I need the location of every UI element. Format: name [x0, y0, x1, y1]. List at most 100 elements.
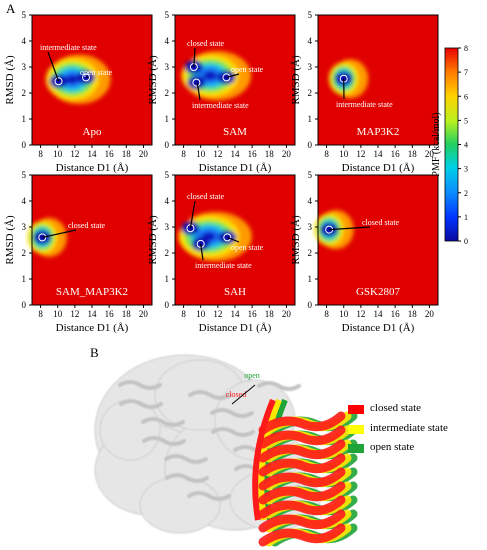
x-tick-label: 8 — [324, 149, 329, 159]
panel-title: SAH — [224, 286, 246, 298]
y-tick-label: 5 — [308, 10, 313, 20]
annotation-label: closed state — [362, 218, 400, 227]
x-tick-label: 20 — [425, 309, 435, 319]
grey-helix — [141, 417, 185, 427]
legend-open-label: open state — [370, 441, 415, 453]
annotation-label: open state — [231, 65, 264, 74]
x-tick-label: 20 — [139, 309, 149, 319]
y-tick-label: 4 — [165, 196, 170, 206]
basin-marker — [54, 77, 63, 86]
colorbar-tick-label: 2 — [464, 189, 468, 198]
x-tick-label: 10 — [339, 309, 349, 319]
colorbar-tick-label: 7 — [464, 68, 468, 77]
helix-bundle — [252, 398, 346, 547]
x-tick-label: 16 — [248, 309, 258, 319]
annotation-label: intermediate state — [192, 101, 249, 110]
x-tick-label: 14 — [231, 309, 241, 319]
x-tick-label: 8 — [181, 309, 186, 319]
pmf-panel-2: closed state open state intermediate state… — [147, 10, 296, 174]
annotation-arrow — [196, 82, 201, 101]
panel-label-a: A — [6, 1, 16, 16]
annotation-label: closed state — [68, 221, 106, 230]
y-tick-label: 1 — [308, 114, 313, 124]
helix-turn — [258, 467, 346, 491]
colorbar-tick-label: 3 — [464, 165, 468, 174]
pmf-colorbar: 0 1 2 3 4 5 6 7 8 PMF (kcal/mol) — [431, 44, 468, 246]
x-tick-label: 10 — [53, 309, 63, 319]
energy-surface — [181, 50, 251, 101]
x-tick-label: 8 — [181, 149, 186, 159]
structure-open-label: open — [244, 371, 260, 380]
panel-title: SAM_MAP3K2 — [56, 286, 128, 298]
y-tick-label: 1 — [165, 114, 170, 124]
basin-marker — [38, 233, 47, 242]
x-tick-label: 18 — [265, 149, 275, 159]
y-tick-label: 4 — [308, 36, 313, 46]
x-tick-label: 14 — [374, 309, 384, 319]
x-tick-label: 20 — [425, 149, 435, 159]
y-tick-label: 0 — [308, 300, 313, 310]
helix-turn — [258, 523, 346, 547]
legend-open-state: open state — [348, 441, 415, 453]
y-tick-label: 5 — [165, 10, 170, 20]
y-tick-label: 5 — [308, 170, 313, 180]
y-axis-label: RMSD (Å) — [147, 215, 159, 265]
x-tick-label: 14 — [88, 309, 98, 319]
helix-turn — [258, 411, 346, 435]
y-axis-label: RMSD (Å) — [4, 215, 16, 265]
x-tick-label: 8 — [38, 149, 43, 159]
y-tick-label: 4 — [308, 196, 313, 206]
annotation-label: open state — [80, 68, 113, 77]
annotation-label: closed state — [187, 39, 225, 48]
helix-turn — [258, 439, 346, 463]
x-axis-label: Distance D1 (Å) — [56, 162, 129, 174]
x-tick-label: 10 — [196, 309, 206, 319]
y-tick-label: 5 — [22, 10, 27, 20]
x-tick-label: 10 — [339, 149, 349, 159]
x-tick-label: 16 — [248, 149, 258, 159]
y-tick-label: 3 — [165, 222, 170, 232]
energy-surface — [45, 54, 111, 105]
basin-marker — [82, 73, 90, 82]
colorbar-label: PMF (kcal/mol) — [431, 112, 442, 176]
energy-basin — [187, 75, 206, 90]
y-tick-label: 0 — [22, 300, 27, 310]
y-tick-label: 4 — [22, 36, 27, 46]
x-tick-label: 12 — [213, 309, 222, 319]
grey-helix — [165, 473, 209, 483]
annotation-label: intermediate state — [195, 261, 252, 270]
grey-helix — [187, 491, 231, 501]
annotation-arrow — [189, 200, 196, 229]
basin-marker — [223, 233, 232, 242]
grey-helix — [119, 399, 163, 409]
grey-helix — [210, 408, 254, 418]
annotation-arrow — [47, 51, 60, 82]
y-tick-label: 3 — [308, 62, 313, 72]
pmf-panel-5: closed state open state intermediate state… — [147, 170, 296, 334]
grey-helix — [211, 427, 255, 437]
x-tick-label: 16 — [391, 149, 401, 159]
energy-contour — [203, 70, 217, 81]
legend-closed-swatch — [348, 405, 364, 414]
y-tick-label: 0 — [22, 140, 27, 150]
colorbar-scale — [444, 47, 459, 242]
x-axis-label: Distance D1 (Å) — [342, 162, 415, 174]
structure-closed-label: closed — [226, 390, 246, 399]
grey-helix — [142, 436, 186, 446]
y-tick-label: 3 — [22, 62, 27, 72]
colorbar-tick-label: 8 — [464, 44, 468, 53]
x-tick-label: 12 — [356, 149, 365, 159]
colorbar-tick-label: 6 — [464, 92, 468, 101]
x-tick-label: 12 — [70, 149, 79, 159]
y-tick-label: 0 — [165, 140, 170, 150]
y-tick-label: 2 — [22, 248, 27, 258]
y-tick-label: 2 — [308, 88, 313, 98]
open-closed-arrow — [231, 384, 256, 405]
y-axis-label: RMSD (Å) — [290, 55, 302, 105]
grey-helix — [257, 381, 301, 391]
